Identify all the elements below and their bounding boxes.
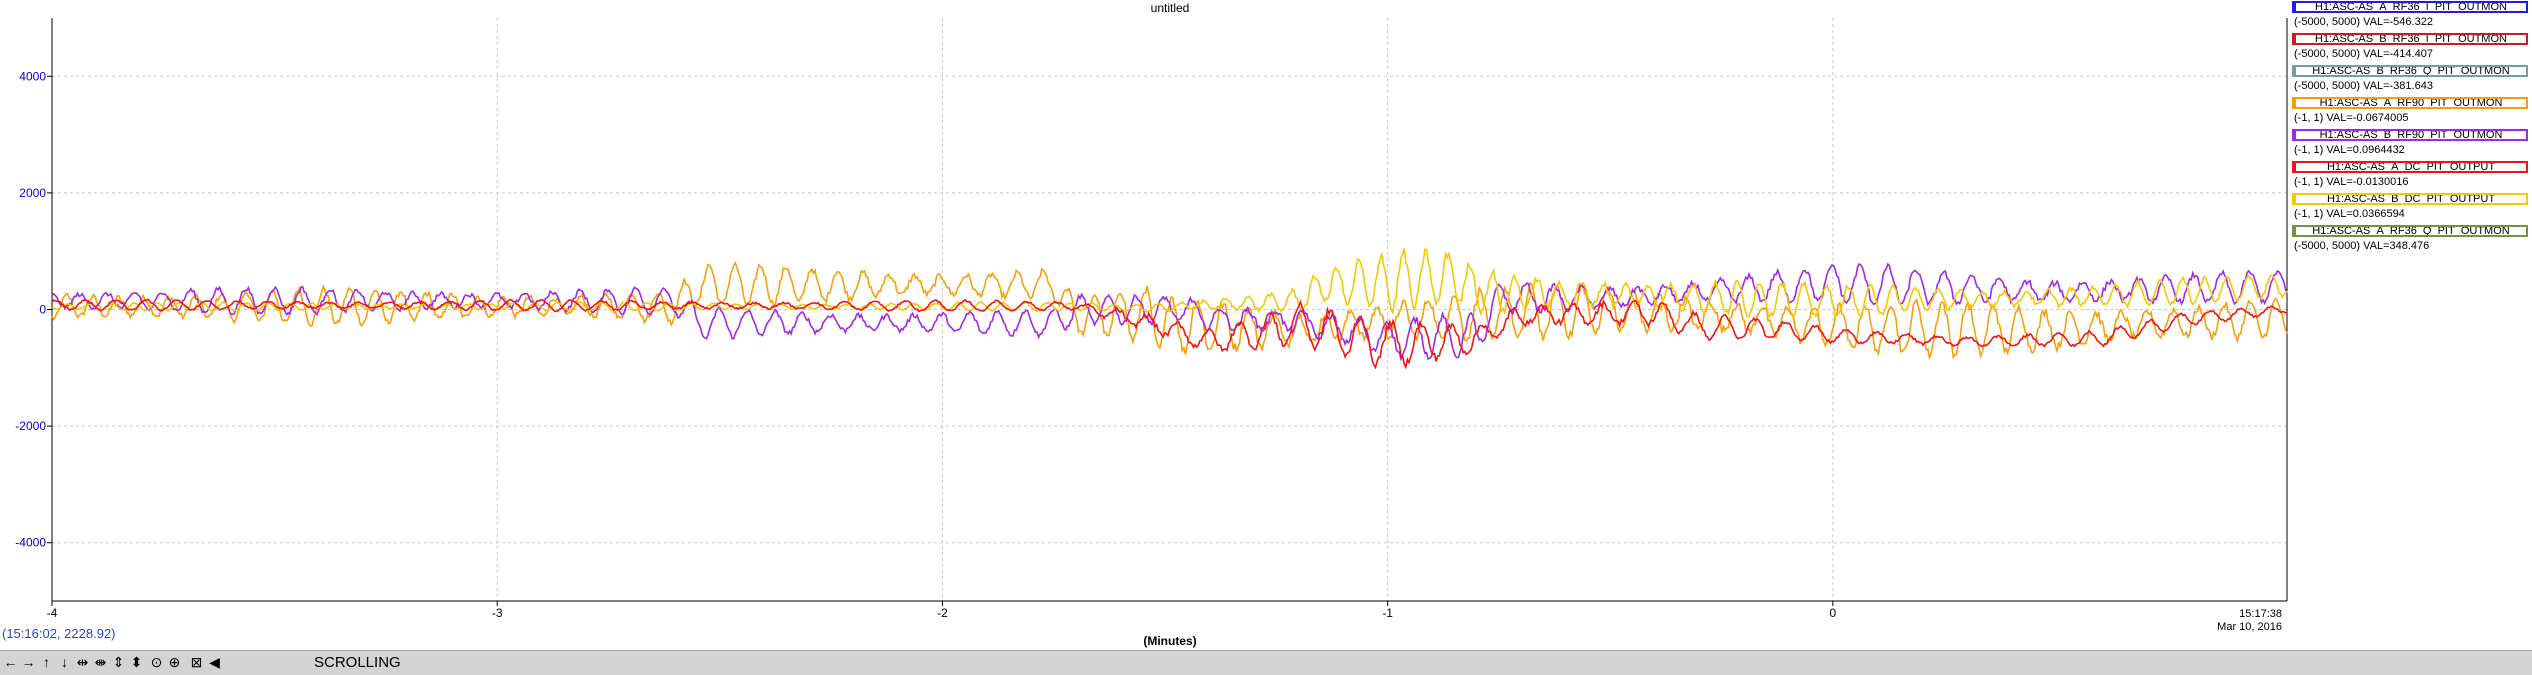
legend-channel-range: (-1, 1)	[2294, 144, 2324, 156]
x-tick-label: 0	[1830, 606, 1837, 620]
y-tick-label: -4000	[15, 536, 46, 550]
expand-vertical-icon[interactable]: ⇕	[112, 654, 125, 670]
toolbar: SCROLLING ← → ↑ ↓ ⇹ ⇼ ⇕ ⬍ ⊙ ⊕ ⊠ ◀	[0, 650, 2532, 675]
legend-item[interactable]: H1:ASC-AS_B_DC_PIT_OUTPUT (-1, 1) VAL=0.0…	[2292, 192, 2532, 224]
legend-channel-name: H1:ASC-AS_B_DC_PIT_OUTPUT	[2292, 193, 2528, 205]
legend-channel-name: H1:ASC-AS_B_RF36_Q_PIT_OUTMON	[2292, 65, 2528, 77]
legend-channel-value: (-5000, 5000) VAL=-414.407	[2294, 48, 2433, 60]
y-tick-label: 0	[39, 303, 46, 317]
legend-item[interactable]: H1:ASC-AS_A_RF36_Q_PIT_OUTMON (-5000, 500…	[2292, 224, 2532, 256]
expand-horizontal-icon[interactable]: ⇹	[76, 654, 89, 670]
grid-lines	[51, 18, 2287, 601]
legend-item[interactable]: H1:ASC-AS_A_RF90_PIT_OUTMON (-1, 1) VAL=-…	[2292, 96, 2532, 128]
legend-item[interactable]: H1:ASC-AS_B_RF36_Q_PIT_OUTMON (-5000, 500…	[2292, 64, 2532, 96]
legend-channel-range: (-1, 1)	[2294, 208, 2324, 220]
axes	[47, 18, 2288, 606]
compress-vertical-icon[interactable]: ⬍	[130, 654, 143, 670]
legend-channel-current-value: VAL=-0.0130016	[2326, 176, 2409, 188]
scroll-left-icon[interactable]: ←	[3, 654, 18, 670]
legend-channel-value: (-5000, 5000) VAL=-546.322	[2294, 16, 2433, 28]
legend-channel-current-value: VAL=348.476	[2363, 240, 2430, 252]
compress-horizontal-icon[interactable]: ⇼	[94, 654, 107, 670]
tick-labels: -4 -3 -2 -1 0 -4000 -2000 0 2000 4000	[15, 69, 1836, 620]
legend-channel-name: H1:ASC-AS_B_RF90_PIT_OUTMON	[2292, 129, 2528, 141]
scroll-up-icon[interactable]: ↑	[43, 654, 50, 670]
legend-channel-value: (-1, 1) VAL=0.0366594	[2294, 208, 2405, 220]
legend-channel-value: (-1, 1) VAL=0.0964432	[2294, 144, 2405, 156]
series-line	[51, 262, 2288, 362]
legend-channel-current-value: VAL=-546.322	[2363, 16, 2433, 28]
legend-channel-value: (-1, 1) VAL=-0.0130016	[2294, 176, 2408, 188]
scroll-down-icon[interactable]: ↓	[61, 654, 68, 670]
x-tick-label: -3	[492, 606, 503, 620]
legend-channel-name: H1:ASC-AS_A_RF36_I_PIT_OUTMON	[2292, 1, 2528, 13]
cursor-readout: (15:16:02, 2228.92)	[2, 626, 116, 641]
series-layer	[51, 248, 2288, 370]
scroll-mode-label: SCROLLING	[314, 654, 401, 671]
legend-channel-current-value: VAL=-0.0674005	[2326, 112, 2409, 124]
legend-channel-name: H1:ASC-AS_A_RF36_Q_PIT_OUTMON	[2292, 225, 2528, 237]
chart-title: untitled	[1151, 1, 1190, 15]
series-line	[51, 298, 2288, 370]
legend-channel-value: (-5000, 5000) VAL=-381.643	[2294, 80, 2433, 92]
end-time-label: 15:17:38	[2239, 608, 2282, 620]
legend-channel-current-value: VAL=-414.407	[2363, 48, 2433, 60]
legend-channel-current-value: VAL=0.0964432	[2326, 144, 2405, 156]
legend-item[interactable]: H1:ASC-AS_B_RF36_I_PIT_OUTMON (-5000, 500…	[2292, 32, 2532, 64]
legend-item[interactable]: H1:ASC-AS_A_RF36_I_PIT_OUTMON (-5000, 500…	[2292, 0, 2532, 32]
end-date-label: Mar 10, 2016	[2217, 621, 2282, 633]
y-tick-label: 2000	[19, 186, 46, 200]
scroll-right-icon[interactable]: →	[21, 654, 36, 670]
legend-channel-range: (-5000, 5000)	[2294, 16, 2361, 28]
legend: H1:ASC-AS_A_RF36_I_PIT_OUTMON (-5000, 500…	[2292, 0, 2532, 256]
x-axis-label: (Minutes)	[1143, 634, 1196, 648]
legend-channel-current-value: VAL=0.0366594	[2326, 208, 2405, 220]
y-tick-label: -2000	[15, 419, 46, 433]
x-tick-label: -4	[47, 606, 58, 620]
zoom-in-icon[interactable]: ⊕	[168, 654, 181, 670]
zoom-out-icon[interactable]: ⊙	[150, 654, 163, 670]
x-tick-label: -1	[1382, 606, 1393, 620]
legend-channel-value: (-1, 1) VAL=-0.0674005	[2294, 112, 2408, 124]
pause-scroll-icon[interactable]: ◀	[209, 654, 220, 670]
legend-item[interactable]: H1:ASC-AS_B_RF90_PIT_OUTMON (-1, 1) VAL=0…	[2292, 128, 2532, 160]
legend-channel-range: (-1, 1)	[2294, 112, 2324, 124]
legend-channel-range: (-5000, 5000)	[2294, 240, 2361, 252]
legend-item[interactable]: H1:ASC-AS_A_DC_PIT_OUTPUT (-1, 1) VAL=-0.…	[2292, 160, 2532, 192]
x-tick-label: -2	[937, 606, 948, 620]
series-line	[51, 248, 2288, 320]
legend-channel-range: (-1, 1)	[2294, 176, 2324, 188]
legend-channel-value: (-5000, 5000) VAL=348.476	[2294, 240, 2429, 252]
legend-channel-name: H1:ASC-AS_A_DC_PIT_OUTPUT	[2292, 161, 2528, 173]
autoscale-icon[interactable]: ⊠	[190, 654, 203, 670]
y-tick-label: 4000	[19, 69, 46, 83]
strip-chart[interactable]: untitled -4 -3 -2 -1 0 -4000 -2000 0 2000 4000 (M…	[0, 0, 2290, 650]
legend-channel-range: (-5000, 5000)	[2294, 48, 2361, 60]
legend-channel-range: (-5000, 5000)	[2294, 80, 2361, 92]
legend-channel-name: H1:ASC-AS_B_RF36_I_PIT_OUTMON	[2292, 33, 2528, 45]
legend-channel-current-value: VAL=-381.643	[2363, 80, 2433, 92]
legend-channel-name: H1:ASC-AS_A_RF90_PIT_OUTMON	[2292, 97, 2528, 109]
